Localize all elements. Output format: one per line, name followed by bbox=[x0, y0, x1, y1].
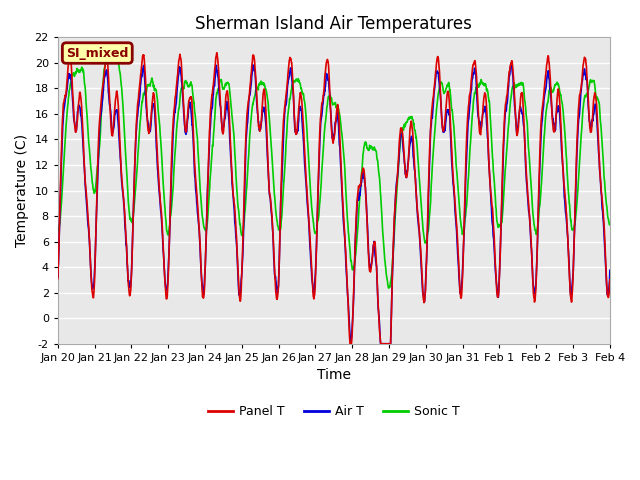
Legend: Panel T, Air T, Sonic T: Panel T, Air T, Sonic T bbox=[203, 400, 465, 423]
Y-axis label: Temperature (C): Temperature (C) bbox=[15, 134, 29, 247]
Title: Sherman Island Air Temperatures: Sherman Island Air Temperatures bbox=[195, 15, 472, 33]
Text: SI_mixed: SI_mixed bbox=[66, 47, 129, 60]
X-axis label: Time: Time bbox=[317, 368, 351, 383]
